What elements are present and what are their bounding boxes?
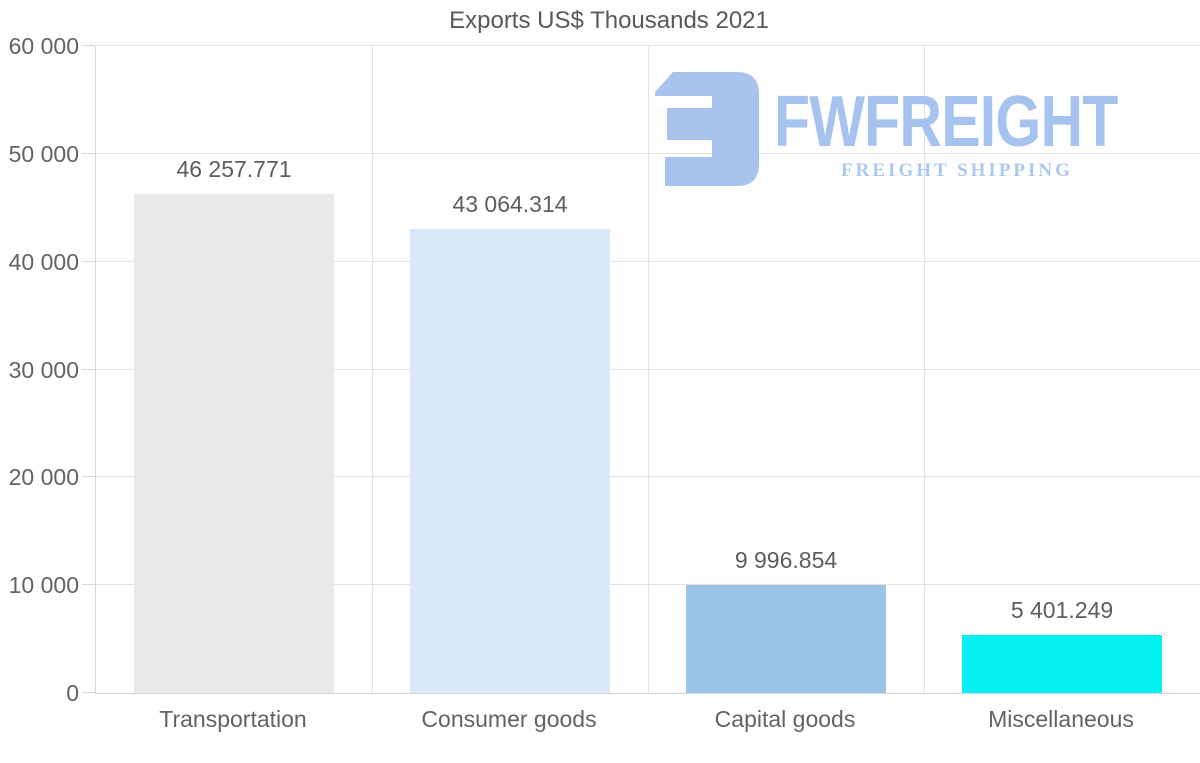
bar-consumer-goods (410, 228, 610, 693)
x-axis: Transportation Consumer goods Capital good… (95, 694, 1199, 754)
y-tick-label-10000: 10 000 (8, 572, 79, 599)
y-tick-label-0: 0 (66, 680, 79, 706)
x-tick-label-2: Capital goods (714, 706, 856, 732)
y-tick-40000 (82, 260, 95, 262)
y-tick-50000 (82, 152, 95, 154)
logo: FWFREIGHT FREIGHT SHIPPING (648, 70, 1168, 190)
logo-mark-path (655, 72, 759, 186)
bar-miscellaneous (962, 634, 1162, 693)
gridline-y-60000 (96, 45, 1200, 46)
y-tick-label-30000: 30 000 (8, 356, 79, 383)
gridline-x-3 (924, 46, 925, 693)
y-tick-0 (82, 692, 95, 693)
y-tick-label-20000: 20 000 (8, 464, 79, 491)
y-tick-30000 (82, 368, 95, 370)
plot-area: 46 257.771 43 064.314 9 996.854 5 401.249 (95, 45, 1200, 694)
chart-title: Exports US$ Thousands 2021 (449, 7, 769, 34)
y-tick-20000 (82, 476, 95, 478)
y-tick-label-40000: 40 000 (8, 248, 79, 275)
value-label-2: 9 996.854 (734, 547, 838, 574)
x-tick-label-1: Consumer goods (421, 706, 597, 732)
bar-transportation (134, 194, 334, 693)
value-label-0: 46 257.771 (176, 156, 292, 183)
bar-capital-goods (686, 585, 886, 693)
x-tick-label-0: Transportation (159, 706, 307, 732)
y-tick-60000 (82, 45, 95, 46)
value-label-3: 5 401.249 (1010, 596, 1114, 623)
y-tick-10000 (82, 584, 95, 586)
gridline-x-1 (372, 46, 373, 693)
logo-tagline: FREIGHT SHIPPING (841, 160, 1073, 181)
y-tick-label-60000: 60 000 (8, 33, 79, 59)
logo-name: FWFREIGHT (774, 82, 1118, 162)
x-tick-label-3: Miscellaneous (988, 706, 1134, 732)
y-axis: 0 10 000 20 000 30 000 40 000 50 000 60 000 (0, 34, 95, 705)
y-tick-label-50000: 50 000 (8, 140, 79, 167)
value-label-1: 43 064.314 (452, 190, 568, 217)
gridline-x-2 (648, 46, 649, 693)
freight-f-mark-icon (655, 72, 759, 186)
